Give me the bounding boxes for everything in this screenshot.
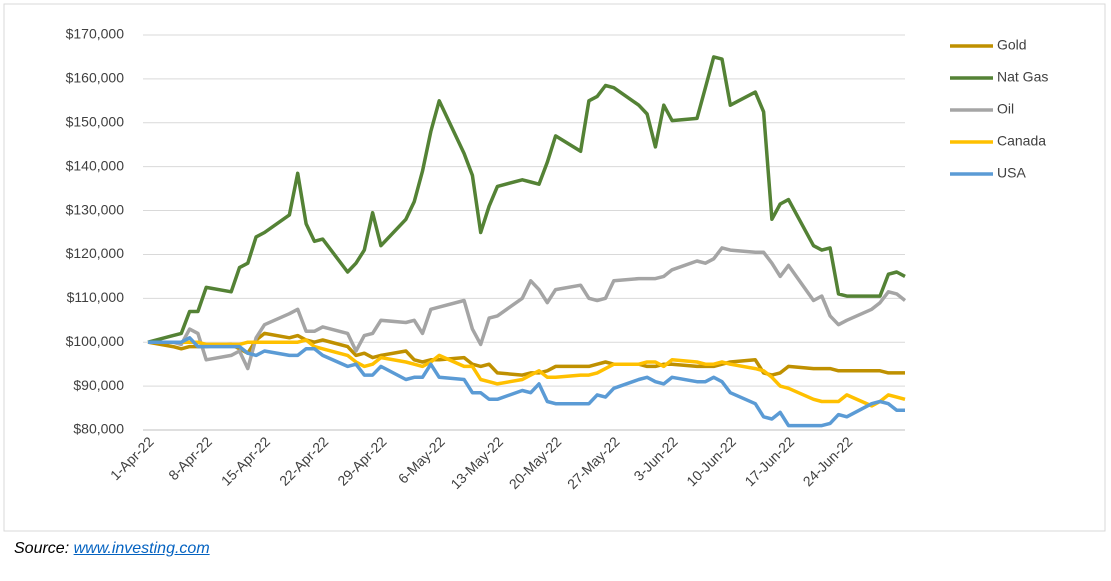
y-tick-label: $140,000 (66, 157, 125, 173)
chart: $80,000 $90,000 $100,000 $110,000 $120,000 $1… (3, 3, 1106, 532)
y-tick-label: $130,000 (66, 201, 125, 217)
legend-label: Gold (997, 37, 1027, 53)
series-line (148, 338, 906, 408)
source-link[interactable]: www.investing.com (73, 540, 210, 557)
series-line (147, 55, 906, 344)
legend-label: USA (997, 165, 1026, 181)
y-tick-label: $170,000 (66, 26, 125, 42)
y-tick-label: $150,000 (66, 113, 125, 129)
legend-label: Canada (997, 133, 1046, 149)
chart-frame (3, 3, 1106, 532)
y-tick-label: $90,000 (73, 377, 124, 393)
legend-label: Oil (997, 101, 1014, 117)
source-label: Source: (14, 540, 70, 557)
y-tick-label: $160,000 (66, 70, 125, 86)
y-tick-label: $100,000 (66, 333, 125, 349)
source-note: Source: www.investing.com (14, 540, 210, 558)
y-tick-label: $110,000 (67, 289, 125, 305)
series-line (148, 246, 907, 371)
y-tick-label: $80,000 (73, 421, 124, 437)
legend-label: Nat Gas (997, 69, 1048, 85)
y-tick-label: $120,000 (66, 245, 125, 261)
series-line (148, 336, 905, 428)
